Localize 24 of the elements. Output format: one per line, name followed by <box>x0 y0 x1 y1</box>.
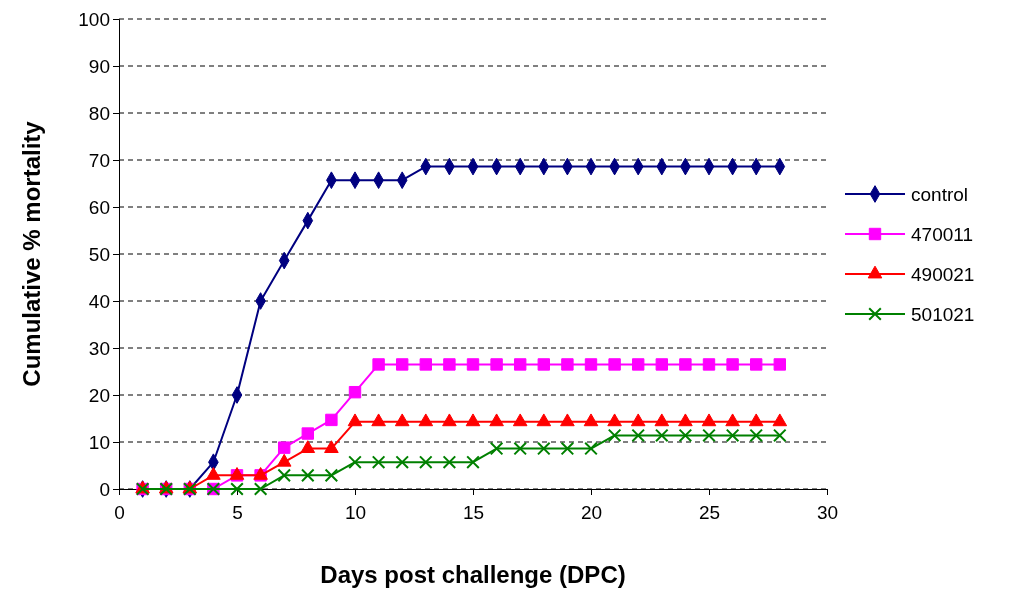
y-tick-label: 90 <box>88 55 110 77</box>
x-tick-label: 25 <box>698 501 721 523</box>
x-tick-label: 0 <box>114 501 125 523</box>
y-tick-label: 80 <box>88 102 110 124</box>
x-tick-label: 5 <box>232 501 243 523</box>
y-tick-label: 100 <box>78 8 110 30</box>
x-tick-label: 20 <box>580 501 603 523</box>
legend-label: 490021 <box>911 264 975 285</box>
x-axis-title: Days post challenge (DPC) <box>320 561 626 588</box>
y-tick-label: 20 <box>88 384 110 406</box>
y-tick-label: 0 <box>99 478 110 500</box>
y-tick-label: 70 <box>88 149 110 171</box>
legend-label: control <box>911 184 969 205</box>
legend-label: 470011 <box>911 224 973 245</box>
y-tick-label: 60 <box>88 196 110 218</box>
x-tick-label: 10 <box>344 501 367 523</box>
legend-label: 501021 <box>911 304 975 325</box>
x-tick-label: 15 <box>462 501 485 523</box>
y-axis-title: Cumulative % mortality <box>18 120 45 387</box>
x-tick-label: 30 <box>816 501 839 523</box>
y-tick-label: 40 <box>88 290 110 312</box>
y-tick-label: 50 <box>88 243 110 265</box>
y-tick-label: 30 <box>88 337 110 359</box>
y-tick-label: 10 <box>88 431 110 453</box>
